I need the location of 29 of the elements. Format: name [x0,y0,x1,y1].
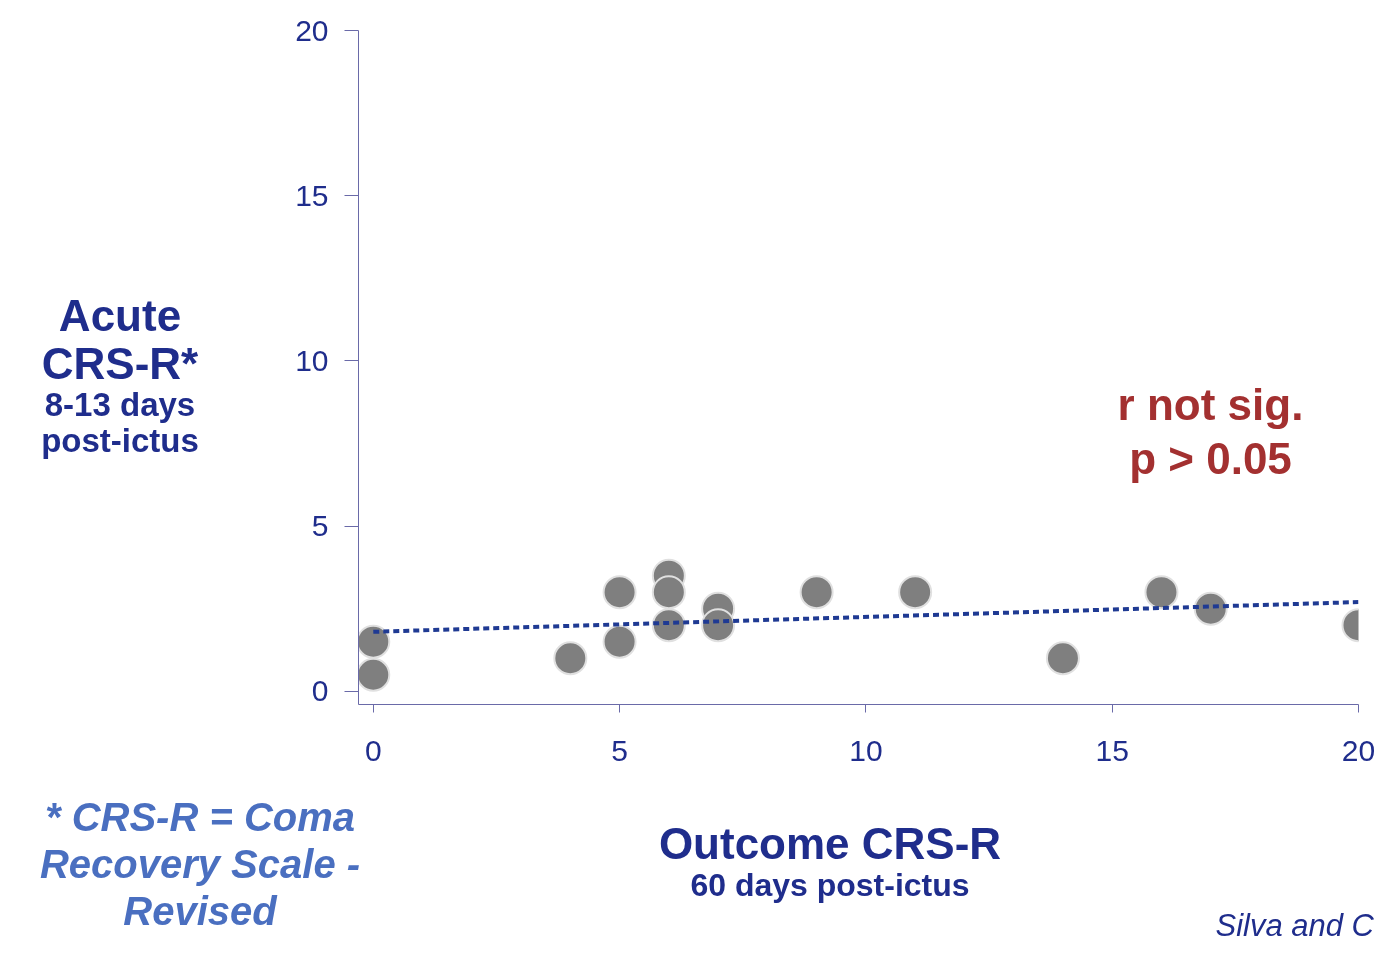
y-tick-label: 10 [295,343,329,377]
point [1144,575,1179,610]
y-tick-label: 0 [311,674,329,708]
x-tick-label: 20 [1341,733,1376,767]
y-axis-title: Acute CRS-R* 8-13 days post-ictus [41,291,199,459]
point [651,575,686,610]
text: Silva and C [1215,907,1374,945]
y-tick-label: 15 [295,178,329,212]
point [1193,591,1228,626]
point [602,575,637,610]
y-tick-label: 5 [311,509,329,543]
point [701,608,736,643]
annotation: p > 0.05 [1129,433,1292,483]
point [898,575,933,610]
y-tick-label: 20 [295,13,329,47]
point [651,608,686,643]
point [1045,641,1080,676]
text: * CRS-R = Coma Recovery Scale - Revised [38,794,362,936]
x-tick-label: 5 [611,733,628,767]
point [553,641,588,676]
point [358,657,391,692]
point [602,624,637,659]
point [799,575,834,610]
x-tick-label: 0 [364,733,382,767]
x-axis-title: Outcome CRS-R 60 days post-ictus [658,819,1002,904]
point [358,624,391,659]
x-tick-label: 10 [849,733,883,767]
x-tick-label: 15 [1095,733,1129,767]
annotation: r not sig. [1117,379,1304,429]
